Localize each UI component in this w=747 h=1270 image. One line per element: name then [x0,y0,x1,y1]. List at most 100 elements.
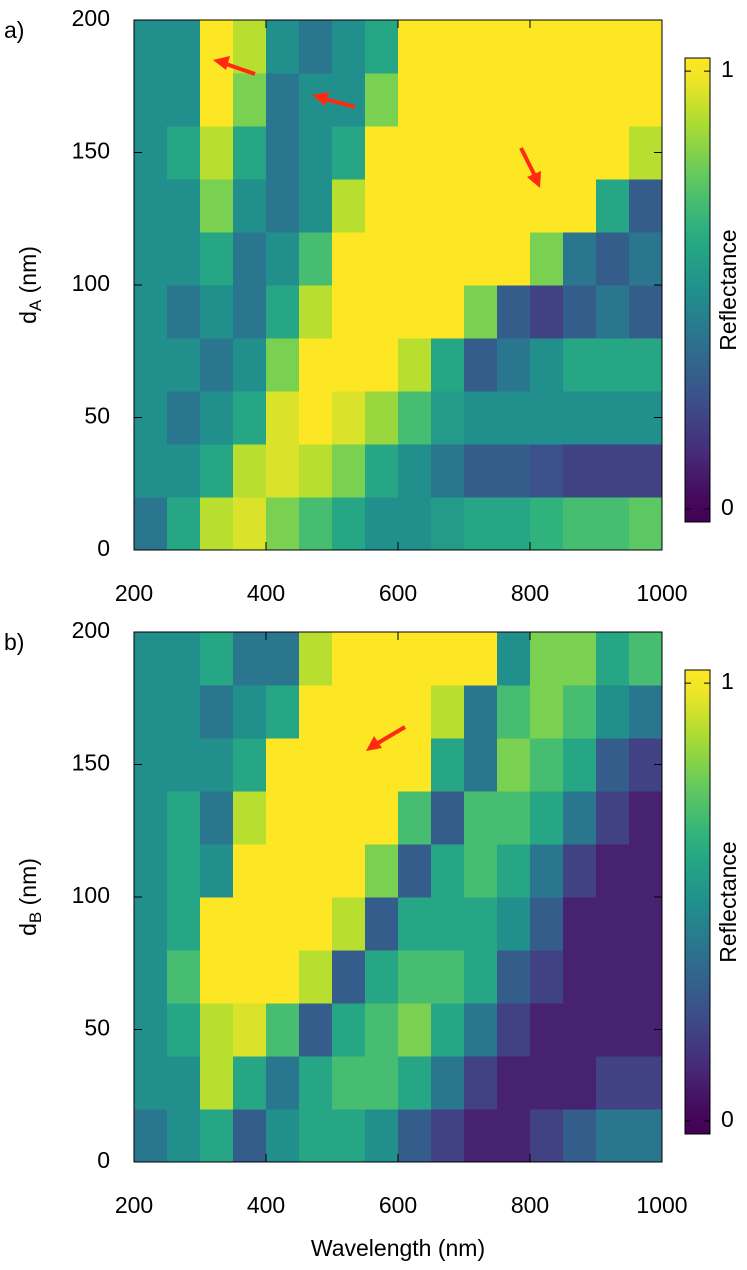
heatmap-cell [365,444,399,498]
heatmap-cell [365,497,399,551]
heatmap-cell [497,232,531,286]
heatmap-cell [134,1109,168,1163]
heatmap-cell [398,338,432,392]
heatmap-cell [167,844,201,898]
heatmap-cell [464,791,498,845]
heatmap-cell [596,950,630,1004]
heatmap-cell [431,1109,465,1163]
colorbar-tick-label: 0 [721,1106,734,1132]
arrow-head [213,56,230,70]
heatmap-cell [464,1003,498,1057]
heatmap-cell [233,1056,267,1110]
heatmap-cell [431,791,465,845]
y-tick-label: 150 [72,750,110,776]
arrow [225,62,256,76]
heatmap-cell [464,285,498,339]
heatmap-cell [266,126,300,180]
heatmap-cell [134,232,168,286]
heatmap-cell [563,126,597,180]
heatmap-cell [332,20,366,74]
heatmap-cell [233,950,267,1004]
heatmap-cell [332,391,366,445]
heatmap-cell [299,232,333,286]
heatmap-cell [365,179,399,233]
heatmap-cell [530,232,564,286]
heatmap-cell [365,285,399,339]
heatmap-cell [431,1003,465,1057]
heatmap-cell [629,338,663,392]
heatmap-cell [332,1109,366,1163]
colorbar [684,669,711,1135]
heatmap-cell [497,20,531,74]
heatmap-cell [266,391,300,445]
heatmap-cell [596,685,630,739]
heatmap-cell [398,444,432,498]
y-label-text: d [15,311,41,324]
heatmap-cell [167,791,201,845]
heatmap-cell [596,73,630,127]
heatmap-cell [200,73,234,127]
arrow-head [527,171,541,188]
heatmap-cell [431,444,465,498]
heatmap-cell [563,285,597,339]
heatmap-cell [167,1003,201,1057]
heatmap-cell [596,844,630,898]
heatmap-cell [497,738,531,792]
heatmap-cell [167,285,201,339]
y-tick-label: 50 [84,403,110,429]
colorbar-tick-label: 1 [721,668,734,694]
heatmap-cell [233,179,267,233]
heatmap-cell [200,126,234,180]
x-tick-label: 800 [511,580,549,606]
arrow [519,147,537,177]
heatmap-cell [299,391,333,445]
heatmap-cell [530,738,564,792]
heatmap-cell [398,20,432,74]
heatmap-cell [497,1003,531,1057]
heatmap-cell [134,73,168,127]
heatmap-cell [299,897,333,951]
heatmap-cell [233,1109,267,1163]
heatmap-cell [365,1056,399,1110]
heatmap-cell [431,126,465,180]
heatmap-cell [332,897,366,951]
heatmap-cell [365,685,399,739]
heatmap-cell [431,1056,465,1110]
heatmap-cell [266,632,300,686]
heatmap-cell [464,338,498,392]
arrow-head [312,92,329,106]
x-tick-label: 400 [247,1192,285,1218]
heatmap-cell [431,844,465,898]
heatmap-cell [629,444,663,498]
heatmap-cell [563,632,597,686]
heatmap-cell [266,444,300,498]
heatmap-cell [299,285,333,339]
heatmap-cell [233,897,267,951]
heatmap-cell [332,338,366,392]
heatmap-cell [200,738,234,792]
heatmap-cell [431,20,465,74]
heatmap-cell [530,179,564,233]
heatmap-cell [596,126,630,180]
colorbar-label: Reflectance [715,841,741,962]
heatmap-cell [629,20,663,74]
heatmap-cell [431,950,465,1004]
heatmap-cell [332,444,366,498]
heatmap-cell [365,632,399,686]
heatmap-cell [167,685,201,739]
y-label-suffix: (nm) [15,246,41,300]
heatmap-cell [530,338,564,392]
heatmap-cell [530,685,564,739]
heatmap-cell [134,844,168,898]
heatmap-cell [530,285,564,339]
heatmap-cell [530,444,564,498]
heatmap-cell [563,1056,597,1110]
heatmap-cell [398,632,432,686]
arrow-head [366,736,382,751]
heatmap-cell [266,73,300,127]
heatmap-cell [629,497,663,551]
heatmap-cell [233,844,267,898]
heatmap-cell [464,950,498,1004]
heatmap-cell [200,685,234,739]
heatmap-cell [530,791,564,845]
